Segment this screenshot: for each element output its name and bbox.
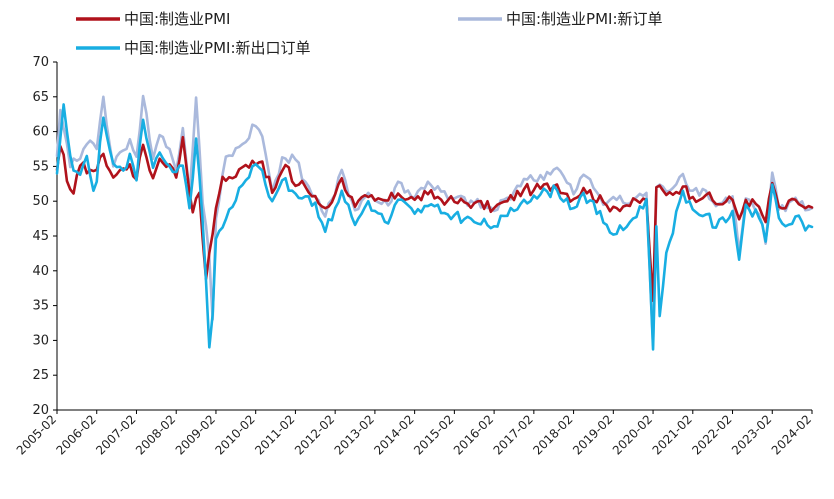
x-tick-label: 2010-02 [212,412,257,457]
x-tick-label: 2013-02 [332,412,377,457]
y-tick-label: 55 [32,159,49,174]
x-tick-label: 2024-02 [769,412,814,457]
legend-entry: 中国:制造业PMI:新出口订单 [76,39,311,57]
y-tick-label: 45 [32,229,49,244]
x-tick-label: 2014-02 [371,412,416,457]
y-tick-label: 20 [32,403,49,418]
series-line-1 [55,94,814,347]
series-line-0 [55,135,814,303]
x-tick-label: 2018-02 [530,412,575,457]
x-tick-label: 2011-02 [252,412,297,457]
legend-entry: 中国:制造业PMI [76,10,230,28]
y-tick-label: 40 [32,264,49,279]
x-tick-label: 2017-02 [491,412,536,457]
x-tick-label: 2022-02 [689,412,734,457]
x-tick-label: 2008-02 [133,412,178,457]
y-tick-label: 30 [32,333,49,348]
x-tick-label: 2020-02 [610,412,655,457]
y-tick-label: 70 [32,55,49,70]
series-layer [55,94,814,351]
x-tick-label: 2006-02 [54,412,99,457]
y-tick-label: 60 [32,125,49,140]
x-tick-label: 2005-02 [14,412,59,457]
y-tick-label: 65 [32,90,49,105]
y-tick-label: 25 [32,368,49,383]
y-tick-label: 50 [32,194,49,209]
series-line-2 [55,103,814,351]
legend-label: 中国:制造业PMI:新出口订单 [124,39,311,57]
x-tick-label: 2012-02 [292,412,337,457]
legend-label: 中国:制造业PMI:新订单 [506,10,663,28]
x-tick-label: 2023-02 [729,412,774,457]
x-tick-label: 2009-02 [173,412,218,457]
legend-entry: 中国:制造业PMI:新订单 [458,10,663,28]
legend: 中国:制造业PMI 中国:制造业PMI:新订单 中国:制造业PMI:新出口订单 [76,10,663,57]
x-tick-label: 2021-02 [650,412,695,457]
axes: 20 25 30 35 40 45 50 55 60 65 70 2005-022006-022007… [14,55,814,458]
x-tick-label: 2007-02 [93,412,138,457]
x-tick-label: 2019-02 [570,412,615,457]
x-tick-label: 2016-02 [451,412,496,457]
x-tick-label: 2015-02 [411,412,456,457]
legend-label: 中国:制造业PMI [124,10,230,28]
y-tick-label: 35 [32,299,49,314]
